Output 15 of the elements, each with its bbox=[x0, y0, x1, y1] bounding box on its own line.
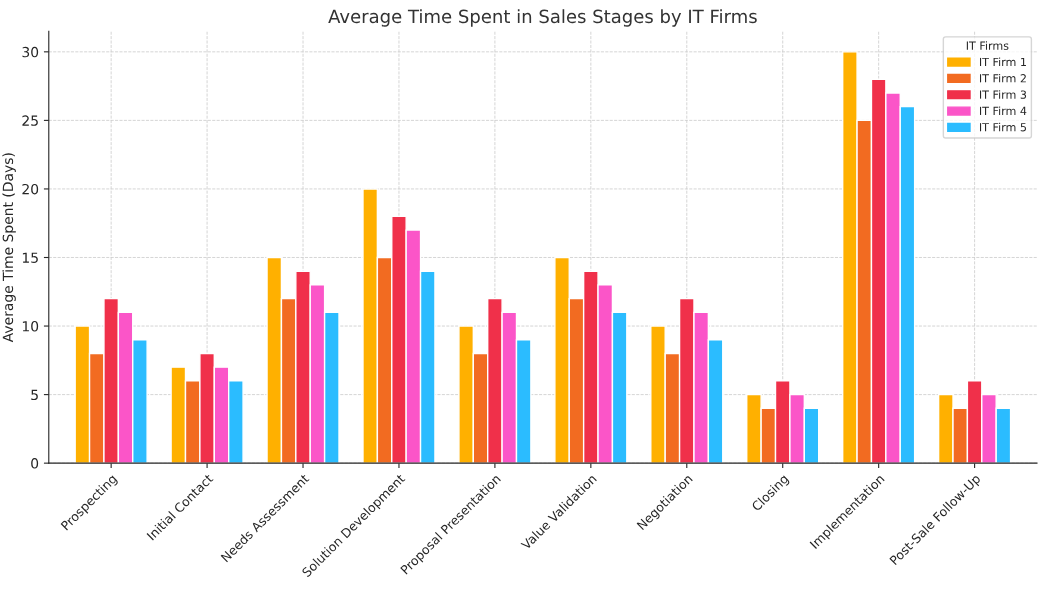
y-tick-label: 25 bbox=[22, 115, 38, 126]
y-tick-label: 10 bbox=[22, 321, 39, 332]
legend-title: IT Firms bbox=[966, 41, 1009, 50]
legend-label: IT Firm 4 bbox=[979, 106, 1027, 115]
y-tick-label: 5 bbox=[31, 389, 38, 401]
y-tick-label: 30 bbox=[22, 46, 39, 58]
y-tick-label: 20 bbox=[22, 183, 39, 195]
legend-label: IT Firm 2 bbox=[979, 73, 1026, 83]
legend-label: IT Firm 5 bbox=[979, 122, 1026, 132]
y-tick-label: 0 bbox=[31, 458, 39, 469]
legend-label: IT Firm 1 bbox=[979, 57, 1026, 67]
chart-title: Average Time Spent in Sales Stages by IT Firms bbox=[328, 9, 757, 27]
legend-label: IT Firm 3 bbox=[979, 90, 1027, 99]
y-tick-label: 15 bbox=[22, 252, 38, 263]
y-axis-title: Average Time Spent (Days) bbox=[2, 153, 16, 343]
